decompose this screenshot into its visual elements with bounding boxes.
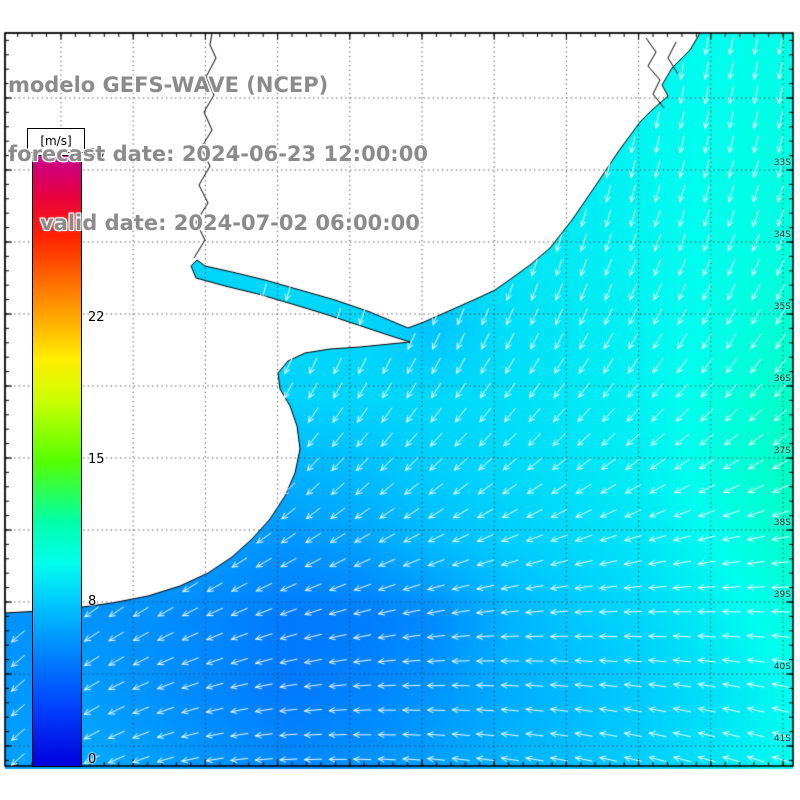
lat-label-34S: 34S [773,230,791,240]
colorbar-tick-15: 15 [88,452,105,467]
colorbar-gradient [32,155,82,767]
colorbar-tick-30: 30 [88,147,105,162]
lat-label-41S: 41S [773,734,791,744]
colorbar-tick-22: 22 [88,310,105,325]
model-title: modelo GEFS-WAVE (NCEP) [8,73,329,97]
valid-date: valid date: 2024-07-02 06:00:00 [40,211,420,235]
lat-label-39S: 39S [773,590,791,600]
lat-label-36S: 36S [773,374,791,384]
lat-label-40S: 40S [773,662,791,672]
colorbar-tick-0: 0 [88,752,97,767]
forecast-date: forecast date: 2024-06-23 12:00:00 [8,142,428,166]
lat-label-33S: 33S [773,158,791,168]
lat-label-38S: 38S [773,518,791,528]
lat-label-35S: 35S [773,302,791,312]
colorbar-unit-label: [m/s] [27,128,85,153]
map-title-block: modelo GEFS-WAVE (NCEP) forecast date: 2… [8,28,428,281]
colorbar-tick-8: 8 [88,594,97,609]
lat-label-37S: 37S [773,446,791,456]
